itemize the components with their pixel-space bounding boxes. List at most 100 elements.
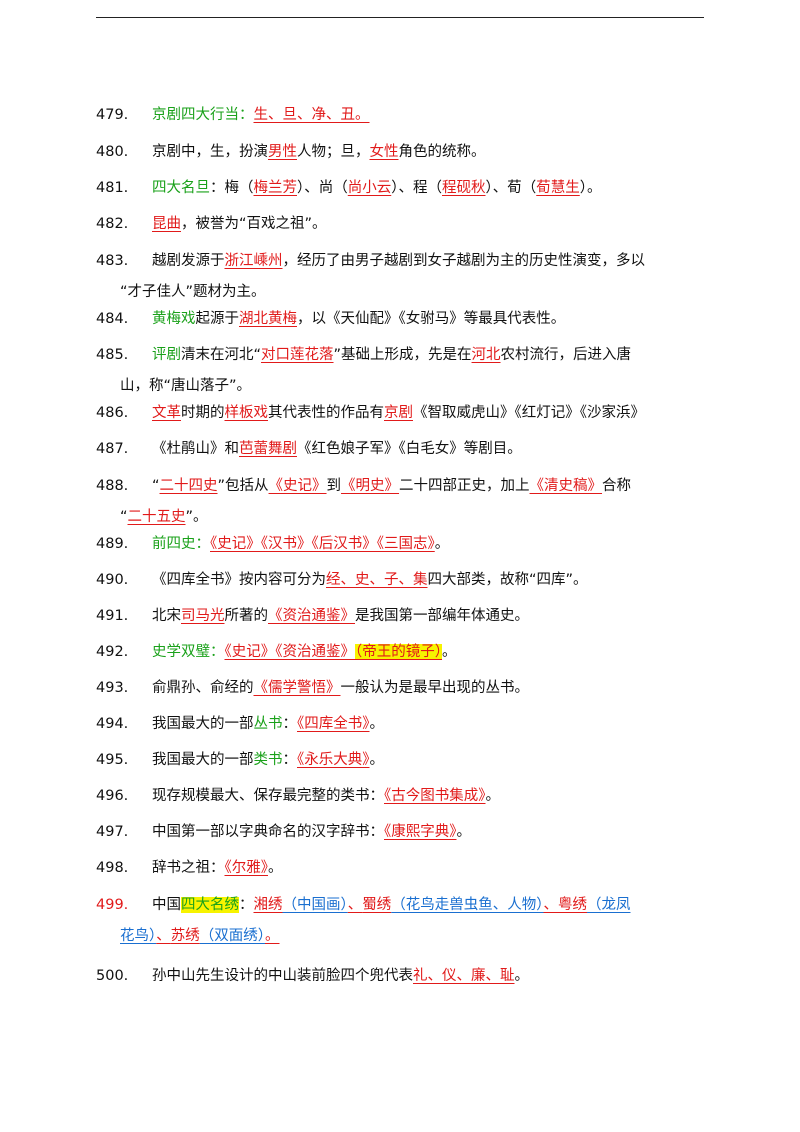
text-segment: 。 xyxy=(370,752,385,768)
item-line: 491. 北宋司马光所著的《资治通鉴》是我国第一部编年体通史。 xyxy=(96,601,706,632)
highlighted-term: 前四史： xyxy=(152,536,210,552)
highlighted-term: （花鸟走兽虫鱼、人物） xyxy=(391,897,543,913)
highlighted-term: 《清史稿》 xyxy=(530,478,603,494)
list-item: 480. 京剧中，生，扮演男性人物；旦，女性角色的统称。 xyxy=(96,137,706,168)
item-line: 493. 俞鼎孙、俞经的《儒学警悟》一般认为是最早出现的丛书。 xyxy=(96,673,706,704)
highlighted-term: 《史记》《资治通鉴》 xyxy=(225,644,356,660)
item-line: 492. 史学双璧：《史记》《资治通鉴》（帝王的镜子）。 xyxy=(96,637,706,668)
item-line: 490. 《四库全书》按内容可分为经、史、子、集四大部类，故称“四库”。 xyxy=(96,565,706,596)
item-line: 495. 我国最大的一部类书：《永乐大典》。 xyxy=(96,745,706,776)
highlighted-term: 、 xyxy=(544,897,559,913)
text-segment: 四大部类，故称“四库”。 xyxy=(428,572,588,588)
item-line: 484. 黄梅戏起源于湖北黄梅，以《天仙配》《女驸马》等最具代表性。 xyxy=(96,304,706,335)
text-segment: 中国 xyxy=(152,897,181,913)
list-item: 485. 评剧清末在河北“对口莲花落”基础上形成，先是在河北农村流行，后进入唐 山，… xyxy=(96,340,706,402)
text-segment: ”。 xyxy=(186,509,208,525)
item-line: 486. 文革时期的样板戏其代表性的作品有京剧《智取威虎山》《红灯记》《沙家浜》 xyxy=(96,398,706,429)
item-number: 487. xyxy=(96,434,152,465)
text-segment: ： xyxy=(239,897,254,913)
text-segment: ”基础上形成，先是在 xyxy=(334,347,472,363)
item-line: 483. 越剧发源于浙江嵊州，经历了由男子越剧到女子越剧为主的历史性演变，多以 xyxy=(96,246,706,277)
highlighted-term: 《尔雅》 xyxy=(225,860,269,876)
highlighted-term: 、 xyxy=(156,928,171,944)
highlighted-term: 梅兰芳 xyxy=(254,180,298,196)
text-segment: 所著的 xyxy=(225,608,269,624)
text-segment: 辞书之祖： xyxy=(152,860,225,876)
highlighted-term: （中国画） xyxy=(283,897,348,913)
item-line: 479. 京剧四大行当：生、旦、净、丑。 xyxy=(96,100,706,131)
highlighted-term: （帝王的镜子） xyxy=(355,644,442,660)
item-number: 497. xyxy=(96,817,152,848)
text-segment: 农村流行，后进入唐 xyxy=(501,347,632,363)
list-item: 490. 《四库全书》按内容可分为经、史、子、集四大部类，故称“四库”。 xyxy=(96,565,706,596)
item-line: 480. 京剧中，生，扮演男性人物；旦，女性角色的统称。 xyxy=(96,137,706,168)
item-line: 498. 辞书之祖：《尔雅》。 xyxy=(96,853,706,884)
text-segment: 俞鼎孙、俞经的 xyxy=(152,680,254,696)
list-item: 492. 史学双璧：《史记》《资治通鉴》（帝王的镜子）。 xyxy=(96,637,706,668)
item-line: 489. 前四史：《史记》《汉书》《后汉书》《三国志》。 xyxy=(96,529,706,560)
item-number: 493. xyxy=(96,673,152,704)
list-item: 495. 我国最大的一部类书：《永乐大典》。 xyxy=(96,745,706,776)
item-line: 485. 评剧清末在河北“对口莲花落”基础上形成，先是在河北农村流行，后进入唐 xyxy=(96,340,706,371)
text-segment: 现存规模最大、保存最完整的类书： xyxy=(152,788,384,804)
item-number: 484. xyxy=(96,304,152,335)
item-number: 500. xyxy=(96,961,152,992)
text-segment: 二十四部正史，加上 xyxy=(399,478,530,494)
item-number: 498. xyxy=(96,853,152,884)
item-line: 487. 《杜鹃山》和芭蕾舞剧《红色娘子军》《白毛女》等剧目。 xyxy=(96,434,706,465)
item-continuation-line: 花鸟）、苏绣（双面绣）。 xyxy=(120,921,706,952)
text-segment: 清末在河北“ xyxy=(181,347,261,363)
highlighted-term: 二十四史 xyxy=(160,478,218,494)
item-number: 495. xyxy=(96,745,152,776)
highlighted-term: 四大名旦 xyxy=(152,180,210,196)
text-segment: 京剧中，生，扮演 xyxy=(152,144,268,160)
text-segment: 我国最大的一部 xyxy=(152,752,254,768)
highlighted-term: 《永乐大典》 xyxy=(297,752,370,768)
highlighted-term: 湖北黄梅 xyxy=(239,311,297,327)
text-segment: ）、尚（ xyxy=(297,180,348,196)
item-number: 494. xyxy=(96,709,152,740)
list-item: 487. 《杜鹃山》和芭蕾舞剧《红色娘子军》《白毛女》等剧目。 xyxy=(96,434,706,465)
text-segment: 是我国第一部编年体通史。 xyxy=(355,608,529,624)
text-segment: 北宋 xyxy=(152,608,181,624)
text-segment: ，被誉为“百戏之祖”。 xyxy=(181,216,327,232)
text-segment: 人物；旦， xyxy=(297,144,370,160)
item-number: 486. xyxy=(96,398,152,429)
highlighted-term: 女性 xyxy=(370,144,399,160)
text-segment: 。 xyxy=(268,860,283,876)
list-item: 499. 中国四大名绣：湘绣（中国画）、蜀绣（花鸟走兽虫鱼、人物）、粤绣（龙凤 花鸟… xyxy=(96,890,706,952)
text-segment: ）、程（ xyxy=(391,180,442,196)
highlighted-term: 《四库全书》 xyxy=(297,716,370,732)
list-item: 497. 中国第一部以字典命名的汉字辞书：《康熙字典》。 xyxy=(96,817,706,848)
list-item: 500. 孙中山先生设计的中山装前脸四个兜代表礼、仪、廉、耻。 xyxy=(96,961,706,992)
text-segment: 角色的统称。 xyxy=(399,144,486,160)
list-item: 498. 辞书之祖：《尔雅》。 xyxy=(96,853,706,884)
highlighted-term: 黄梅戏 xyxy=(152,311,196,327)
text-segment: 《红色娘子军》《白毛女》等剧目。 xyxy=(297,441,522,457)
highlighted-term: 评剧 xyxy=(152,347,181,363)
highlighted-term: 蜀绣 xyxy=(362,897,391,913)
list-item: 482. 昆曲，被誉为“百戏之祖”。 xyxy=(96,209,706,240)
highlighted-term: 浙江嵊州 xyxy=(225,253,283,269)
highlighted-term: 花鸟） xyxy=(120,928,156,944)
item-number: 490. xyxy=(96,565,152,596)
highlighted-term: 京剧四大行当： xyxy=(152,107,254,123)
header-rule xyxy=(96,17,704,18)
item-line: 499. 中国四大名绣：湘绣（中国画）、蜀绣（花鸟走兽虫鱼、人物）、粤绣（龙凤 xyxy=(96,890,706,921)
highlighted-term: 男性 xyxy=(268,144,297,160)
item-number: 485. xyxy=(96,340,152,371)
text-segment: ”包括从 xyxy=(218,478,269,494)
item-number: 489. xyxy=(96,529,152,560)
highlighted-term: 尚小云 xyxy=(348,180,392,196)
highlighted-term: 《古今图书集成》 xyxy=(384,788,486,804)
text-segment: ：梅（ xyxy=(210,180,254,196)
highlighted-term: 样板戏 xyxy=(225,405,269,421)
item-line: 488. “二十四史”包括从《史记》到《明史》二十四部正史，加上《清史稿》合称 xyxy=(96,471,706,502)
item-line: 482. 昆曲，被誉为“百戏之祖”。 xyxy=(96,209,706,240)
highlighted-term: （双面绣） xyxy=(200,928,265,944)
highlighted-term: 类书 xyxy=(254,752,283,768)
highlighted-term: 《史记》 xyxy=(269,478,327,494)
highlighted-term: 。 xyxy=(265,928,280,944)
text-segment: 越剧发源于 xyxy=(152,253,225,269)
highlighted-term: 史学双璧： xyxy=(152,644,225,660)
